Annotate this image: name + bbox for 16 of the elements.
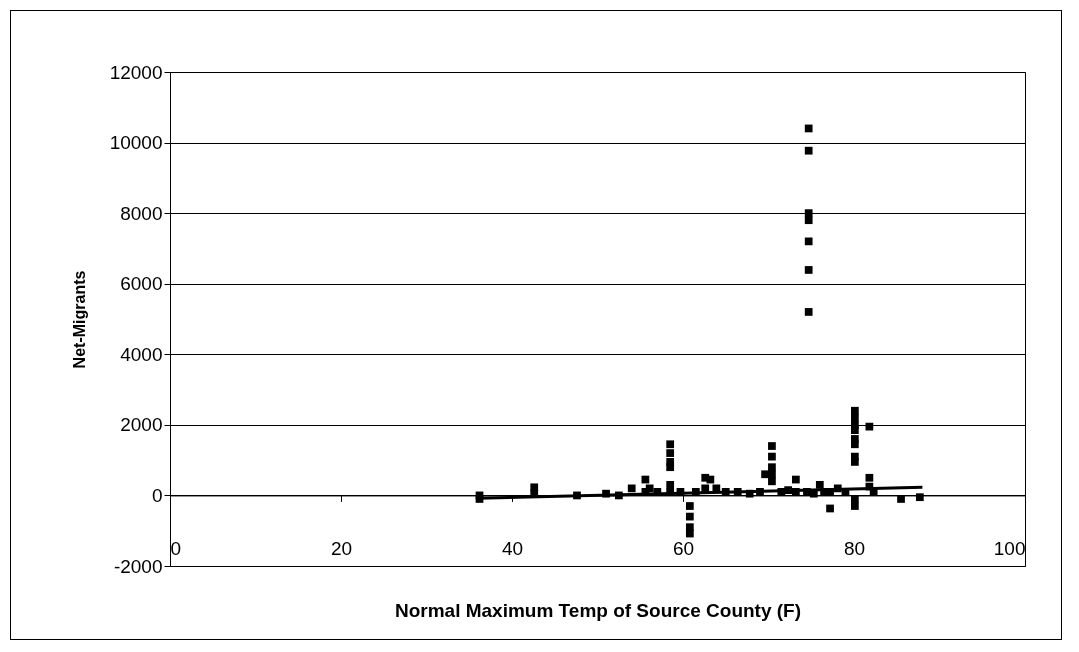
y-tick-label: 0	[151, 484, 163, 506]
x-tick-label: 60	[672, 537, 695, 559]
y-tick-label: 12000	[109, 61, 163, 83]
y-tick-label: 4000	[120, 343, 163, 365]
y-tick-label: 10000	[109, 132, 163, 154]
y-axis-title: Net-Migrants	[70, 270, 88, 369]
y-tick-label: 6000	[120, 273, 163, 295]
x-tick-label: 20	[330, 537, 353, 559]
y-tick-label: 8000	[120, 202, 163, 224]
x-axis-title: Normal Maximum Temp of Source County (F)	[394, 599, 802, 621]
x-tick-label: 80	[843, 537, 866, 559]
x-tick-label: 0	[170, 537, 182, 559]
y-tick-label: -2000	[113, 555, 163, 577]
y-tick-label: 2000	[120, 414, 163, 436]
x-tick-label: 100	[993, 537, 1026, 559]
x-tick-label: 40	[501, 537, 524, 559]
